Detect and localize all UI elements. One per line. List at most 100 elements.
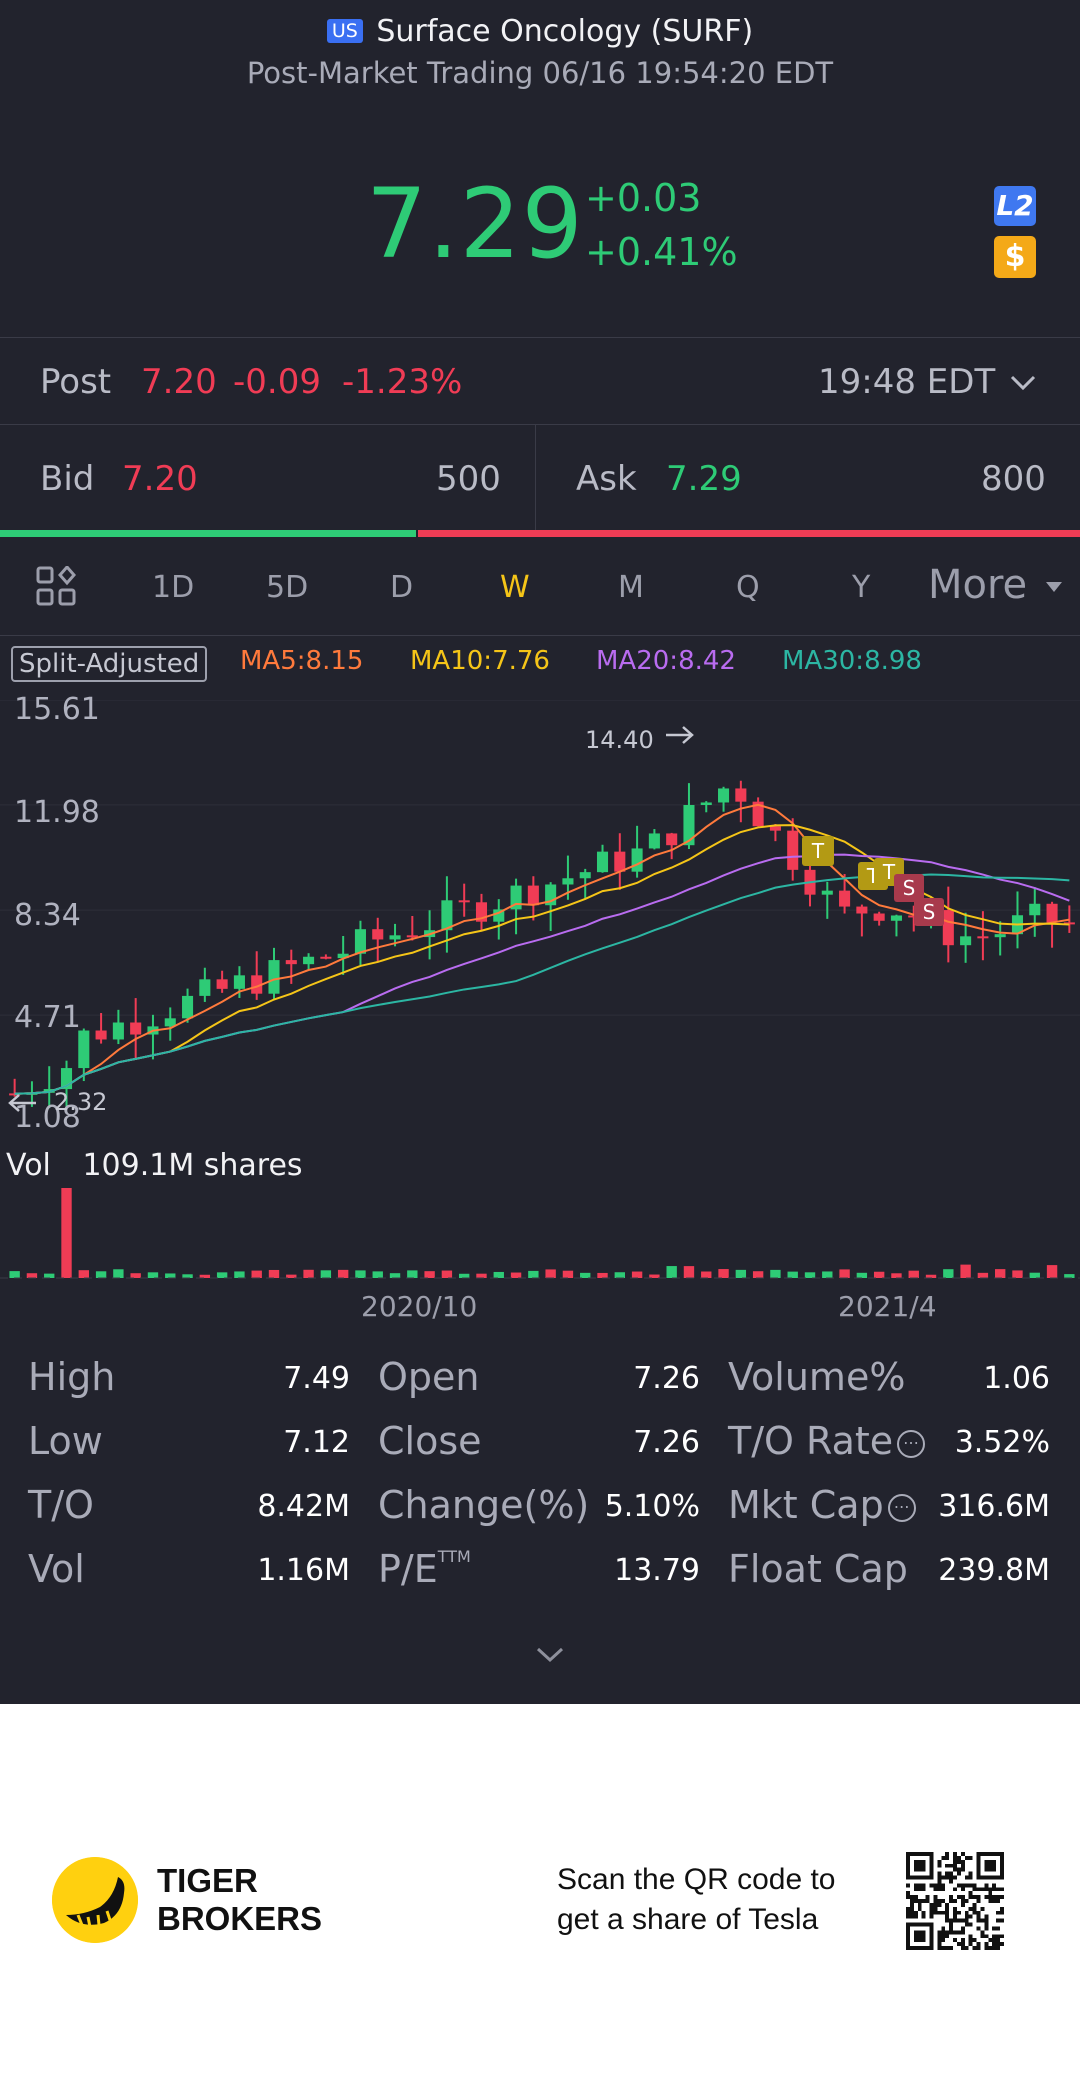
qr-module [956,1883,961,1888]
volume-bar [683,1266,695,1278]
dollar-icon[interactable]: $ [994,236,1036,278]
qr-module [941,1875,946,1880]
qr-module [988,1895,993,1900]
qr-module [953,1859,957,1864]
trade-marker-s[interactable]: S [914,898,944,926]
qr-module [984,1887,989,1892]
brand-line: TIGER [157,1862,258,1899]
candle-body [216,979,228,989]
qr-module [945,1934,950,1939]
stat-value: 7.49 [283,1361,350,1396]
qr-module [976,1918,981,1923]
candle-body [1046,903,1058,923]
grid-icon[interactable] [36,566,78,608]
qr-module [960,1852,965,1856]
volume-bar [856,1272,868,1278]
volume-bar [234,1271,245,1278]
qr-module [917,1899,922,1903]
qr-module [909,1895,914,1900]
volume-bar [113,1269,124,1278]
volume-bar [44,1273,55,1278]
info-icon[interactable]: ⋯ [897,1430,926,1458]
tab-1d[interactable]: 1D [152,570,195,605]
qr-module [960,1946,965,1950]
qr-module [953,1887,957,1892]
bid-ratio-bar [0,530,416,537]
volume-bar [614,1272,625,1278]
qr-module [976,1910,981,1915]
stat-label: Low [28,1419,103,1463]
candle-body [735,788,747,802]
volume-value: 109.1M shares [82,1148,303,1183]
qr-module [953,1867,957,1872]
chevron-down-icon[interactable] [1010,375,1036,391]
qr-module [960,1883,965,1888]
qr-module [996,1946,1001,1950]
candle-body [1063,922,1075,925]
tab-y[interactable]: Y [852,570,871,605]
stat-value: 316.6M [938,1489,1050,1524]
volume-bar [735,1269,747,1278]
post-market-row[interactable]: Post 7.20 -0.09 -1.23% 19:48 EDT [0,338,1080,424]
tab-m[interactable]: M [618,570,644,605]
qr-module [949,1899,954,1903]
trade-marker-t[interactable]: T [802,836,834,866]
volume-bar [770,1269,781,1278]
volume-bar [787,1271,798,1278]
qr-module [917,1902,922,1907]
candle-body [700,802,712,806]
caret-down-icon [1046,582,1062,592]
candle-body [78,1030,90,1069]
volume-chart[interactable] [0,1180,1080,1280]
qr-module [984,1946,989,1950]
tab-more[interactable]: More [928,562,1028,608]
info-icon[interactable]: ⋯ [887,1494,916,1522]
qr-module [937,1875,942,1880]
candle-body [977,936,989,939]
qr-module [1000,1895,1004,1900]
page-title: US Surface Oncology (SURF) [0,14,1080,49]
qr-module [1000,1942,1004,1947]
qr-module [953,1875,957,1880]
qr-module [984,1883,989,1888]
qr-module [909,1914,914,1919]
qr-module [949,1946,954,1950]
volume-bar [649,1274,660,1278]
volume-bar [61,1188,72,1278]
volume-bar [1012,1270,1023,1278]
split-adjusted-toggle[interactable]: Split-Adjusted [11,646,208,682]
candle-body [839,890,851,907]
candle-body [251,975,263,994]
volume-bar [1046,1265,1058,1278]
qr-module [992,1946,997,1950]
qr-module [972,1910,977,1915]
qr-module [945,1918,950,1923]
tab-w[interactable]: W [500,570,530,605]
qr-module [941,1883,946,1888]
stat-label: Open [378,1355,480,1399]
qr-module [964,1946,969,1950]
ask-ratio-bar [417,530,1080,537]
stat-value: 13.79 [614,1553,700,1588]
qr-module [921,1914,926,1919]
qr-module [913,1899,918,1903]
level2-icon[interactable]: L2 [994,186,1036,226]
qr-module [929,1914,934,1919]
stat-value: 7.26 [633,1361,700,1396]
qr-module [953,1910,957,1915]
tab-d[interactable]: D [390,570,414,605]
volume-bar [631,1271,643,1278]
qr-module [949,1918,954,1923]
trade-marker-s[interactable]: S [894,874,924,902]
tab-5d[interactable]: 5D [266,570,309,605]
tab-q[interactable]: Q [736,570,760,605]
tiger-logo [52,1857,138,1943]
qr-module [988,1891,993,1896]
expand-chevron-icon[interactable] [535,1640,565,1670]
stat-label: T/O Rate ⋯ [728,1419,926,1463]
candle-body [233,975,245,989]
volume-bar [597,1272,608,1278]
volume-bar [303,1269,314,1278]
volume-bar [752,1271,764,1278]
candle-body [648,833,660,849]
